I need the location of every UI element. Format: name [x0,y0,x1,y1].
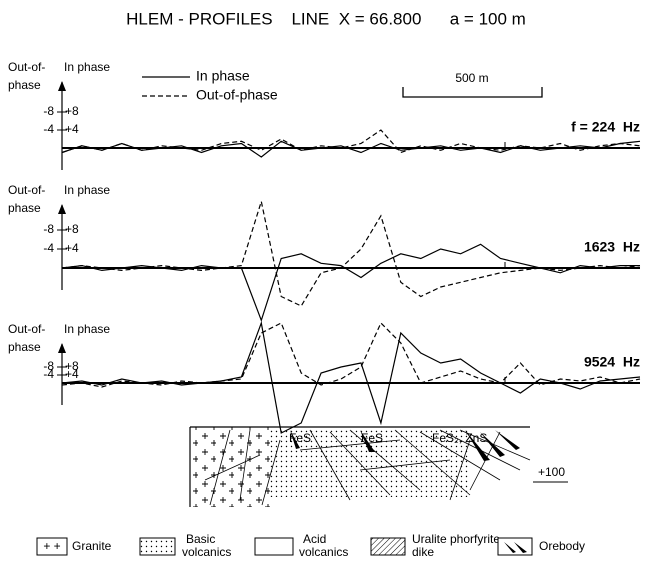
y2-axis-label: phase [8,340,41,354]
frequency-label: 1623 Hz [584,239,640,255]
series-line [62,323,640,433]
section-label: +100 [538,465,565,479]
section-label: FeS [289,431,311,445]
y2-axis-label: phase [8,201,41,215]
y2-tick-label: -4 [43,122,54,136]
title: HLEM - PROFILES LINE X = 66.800 a = 100 … [126,9,526,28]
y2-tick-label: -8 [43,359,54,373]
axis-arrow [58,204,66,214]
figure: HLEM - PROFILES LINE X = 66.800 a = 100 … [0,0,652,566]
legend-label: dike [412,545,434,559]
y-axis-label: In phase [64,183,110,197]
legend: + + Granite Basic volcanics Acid volcani… [37,532,585,559]
legend-label: In phase [196,68,250,84]
geologic-section: FeS FeS FeS₂, ZnS +100 [190,427,568,507]
y-tick-label: +8 [65,222,79,236]
y-axis-label: In phase [64,60,110,74]
series-line [62,202,640,307]
y2-tick-label: -8 [43,104,54,118]
frequency-label: 9524 Hz [584,354,640,370]
axis-arrow [58,343,66,353]
section-label: FeS₂, ZnS [432,431,487,445]
series-line [62,244,640,320]
y2-axis-label: Out-of- [8,322,45,336]
y2-tick-label: -8 [43,222,54,236]
y-tick-label: +4 [65,241,79,255]
legend-label: Out-of-phase [196,87,278,103]
y-tick-label: +4 [65,122,79,136]
legend-label: Basic [186,532,215,546]
y2-axis-label: Out-of- [8,183,45,197]
y2-axis-label: phase [8,78,41,92]
legend-label: Granite [72,539,112,553]
legend-label: volcanics [182,545,231,559]
y2-tick-label: -4 [43,241,54,255]
scale-bar: 500 m [403,71,542,97]
section-label: FeS [361,431,383,445]
legend-label: Uralite phorfyrite [412,532,500,546]
y-tick-label: +8 [65,104,79,118]
scale-label: 500 m [455,71,488,85]
legend-label: Orebody [539,539,585,553]
y-tick-label: +8 [65,359,79,373]
y2-axis-label: Out-of- [8,60,45,74]
legend-label: Acid [303,532,326,546]
plots: Out-of-phase In phase f = 224 Hz +4 +8 -4 -8 In… [8,60,640,433]
y-axis-label: In phase [64,322,110,336]
series-line [62,323,640,387]
legend-label: volcanics [299,545,348,559]
axis-arrow [58,81,66,91]
legend-symbol: + + [43,539,60,553]
frequency-label: f = 224 Hz [571,119,640,135]
